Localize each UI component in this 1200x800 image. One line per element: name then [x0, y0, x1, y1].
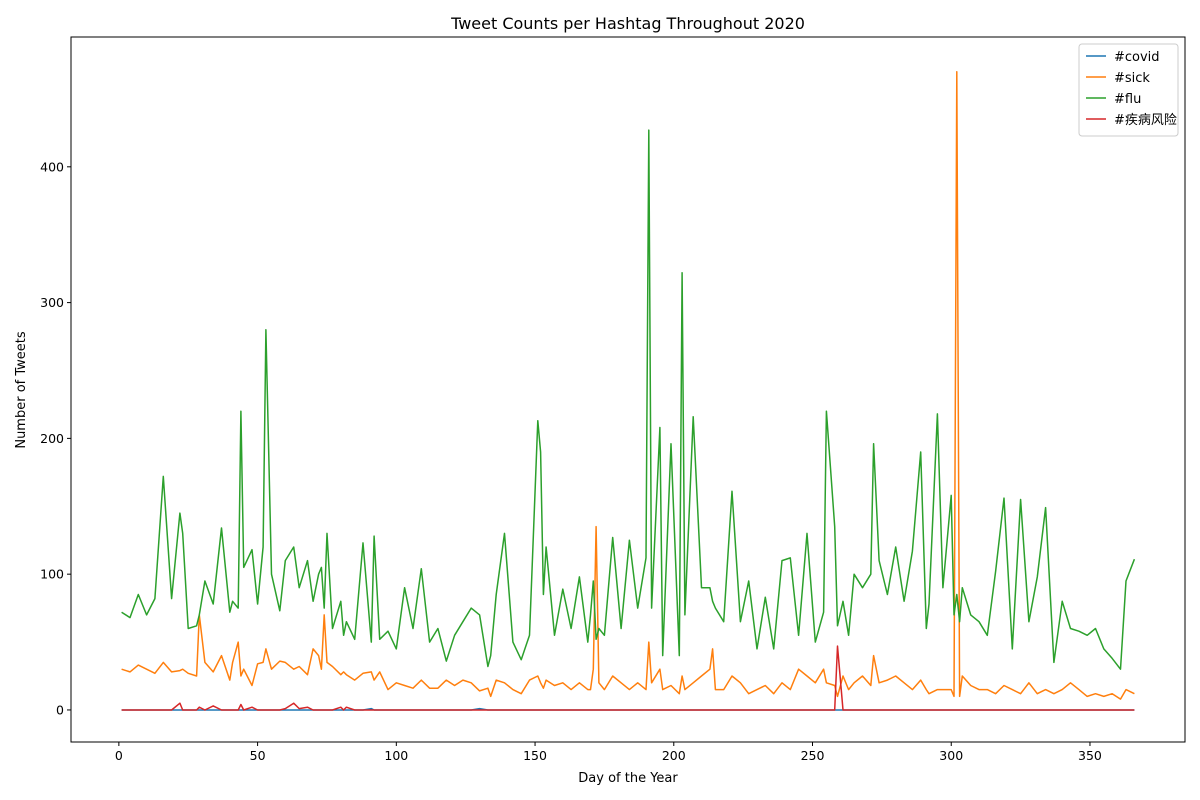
y-tick-label: 400: [40, 159, 64, 174]
x-axis: 0 50 100 150 200 250 300 350: [115, 742, 1102, 763]
x-tick-label: 350: [1078, 748, 1102, 763]
x-tick-label: 250: [801, 748, 825, 763]
legend-label-3: #疾病风险: [1114, 113, 1177, 128]
x-tick-label: 0: [115, 748, 123, 763]
series-line-3: [121, 645, 1135, 711]
x-tick-label: 200: [662, 748, 686, 763]
legend-label-1: #sick: [1114, 71, 1150, 86]
y-tick-label: 300: [40, 295, 64, 310]
x-axis-title: Day of the Year: [578, 771, 678, 786]
x-tick-label: 50: [250, 748, 266, 763]
y-axis: 0 100 200 300 400: [40, 159, 71, 717]
legend-label-0: #covid: [1114, 50, 1160, 65]
series-line-1: [121, 71, 1135, 700]
legend-box: [1078, 43, 1179, 137]
y-tick-label: 0: [56, 702, 64, 717]
chart-title: Tweet Counts per Hashtag Throughout 2020: [450, 14, 805, 33]
x-tick-label: 150: [523, 748, 547, 763]
x-tick-label: 300: [939, 748, 963, 763]
plot-frame: [70, 36, 1186, 743]
x-tick-label: 100: [384, 748, 408, 763]
y-tick-label: 200: [40, 431, 64, 446]
y-axis-title: Number of Tweets: [14, 331, 29, 449]
plot-area: [121, 71, 1136, 711]
legend-label-2: #flu: [1114, 92, 1141, 107]
legend: #covid #sick #flu #疾病风险: [1078, 43, 1179, 137]
series-line-2: [121, 129, 1136, 670]
y-tick-label: 100: [40, 567, 64, 582]
